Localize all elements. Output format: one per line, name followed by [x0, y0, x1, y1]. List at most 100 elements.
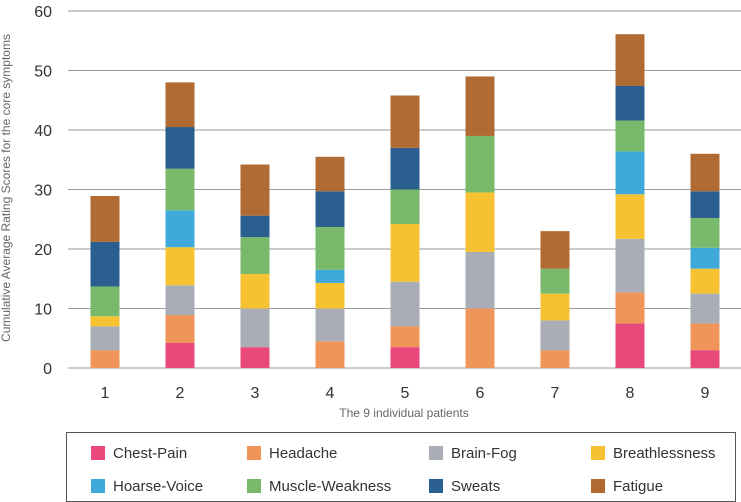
- bar-segment-headache-patient-6: [465, 308, 495, 368]
- x-tick-label: 8: [626, 385, 635, 402]
- legend-swatch: [429, 446, 443, 460]
- bar-segment-fatigue-patient-9: [690, 153, 720, 192]
- legend-item-headache: Headache: [247, 443, 337, 463]
- bar-segment-muscle-weakness-patient-5: [390, 189, 420, 225]
- bar-segment-breathlessness-patient-1: [90, 316, 120, 327]
- legend-label: Brain-Fog: [451, 444, 517, 462]
- bar-segment-brain-fog-patient-8: [615, 238, 645, 293]
- x-tick-label: 6: [476, 385, 485, 402]
- y-tick-label: 20: [34, 242, 52, 259]
- bar-segment-brain-fog-patient-6: [465, 251, 495, 309]
- bar-segment-hoarse-voice-patient-4: [315, 269, 345, 283]
- bar-segment-brain-fog-patient-5: [390, 281, 420, 327]
- bars: [90, 34, 720, 368]
- y-tick-label: 40: [34, 123, 52, 140]
- legend-item-chest-pain: Chest-Pain: [91, 443, 187, 463]
- bar-segment-sweats-patient-3: [240, 215, 270, 238]
- x-tick-label: 1: [101, 385, 110, 402]
- y-axis-title: Cumulative Average Rating Scores for the…: [0, 34, 13, 342]
- bar-segment-breathlessness-patient-4: [315, 282, 345, 309]
- bar-segment-hoarse-voice-patient-2: [165, 210, 195, 248]
- y-tick-label: 30: [34, 183, 52, 200]
- y-axis-tick-labels: 0 10 20 30 40 50 60: [34, 4, 52, 378]
- legend-swatch: [91, 446, 105, 460]
- bar-segment-hoarse-voice-patient-8: [615, 151, 645, 195]
- legend-swatch: [247, 446, 261, 460]
- bar-segment-hoarse-voice-patient-9: [690, 247, 720, 269]
- bar-segment-breathlessness-patient-5: [390, 224, 420, 282]
- bar-segment-sweats-patient-8: [615, 85, 645, 121]
- x-tick-label: 2: [176, 385, 185, 402]
- bar-segment-muscle-weakness-patient-1: [90, 286, 120, 317]
- x-tick-label: 9: [701, 385, 710, 402]
- y-tick-label: 50: [34, 64, 52, 81]
- legend-label: Headache: [269, 444, 338, 462]
- x-tick-label: 5: [401, 385, 410, 402]
- bar-segment-headache-patient-4: [315, 341, 345, 368]
- legend-swatch: [591, 479, 605, 493]
- bar-segment-sweats-patient-9: [690, 191, 720, 219]
- legend-label: Sweats: [451, 477, 501, 495]
- stacked-bar-chart: 0 10 20 30 40 50 60 1 2 3 4 5 6 7 8 9 Cumulative Avera…: [0, 4, 741, 420]
- legend-item-sweats: Sweats: [429, 476, 500, 496]
- bar-segment-breathlessness-patient-8: [615, 194, 645, 239]
- bar-segment-brain-fog-patient-4: [315, 308, 345, 342]
- bar-segment-headache-patient-2: [165, 315, 195, 344]
- legend-label: Fatigue: [613, 477, 664, 495]
- bar-segment-fatigue-patient-5: [390, 95, 420, 148]
- legend-item-breathlessness: Breathlessness: [591, 443, 716, 463]
- bar-segment-fatigue-patient-1: [90, 196, 120, 242]
- legend-swatch: [91, 479, 105, 493]
- bar-segment-breathlessness-patient-2: [165, 247, 195, 286]
- bar-segment-fatigue-patient-8: [615, 34, 645, 86]
- bar-segment-brain-fog-patient-2: [165, 285, 195, 316]
- bar-segment-muscle-weakness-patient-4: [315, 226, 345, 270]
- bar-segment-muscle-weakness-patient-2: [165, 168, 195, 211]
- legend: Chest-Pain Headache Brain-Fog Breathlessnes…: [66, 432, 736, 502]
- bar-segment-chest-pain-patient-2: [165, 343, 195, 368]
- y-tick-label: 60: [34, 4, 52, 21]
- bar-segment-brain-fog-patient-1: [90, 326, 120, 351]
- bar-segment-headache-patient-5: [390, 326, 420, 348]
- legend-swatch: [591, 446, 605, 460]
- legend-label: Chest-Pain: [113, 444, 188, 462]
- bar-segment-fatigue-patient-2: [165, 82, 195, 128]
- bar-segment-chest-pain-patient-8: [615, 323, 645, 368]
- bar-segment-brain-fog-patient-7: [540, 320, 570, 351]
- bar-segment-chest-pain-patient-5: [390, 347, 420, 368]
- bar-segment-brain-fog-patient-9: [690, 293, 720, 324]
- bar-segment-headache-patient-9: [690, 323, 720, 351]
- bar-segment-headache-patient-7: [540, 350, 570, 368]
- bar-segment-fatigue-patient-3: [240, 164, 270, 216]
- bar-segment-breathlessness-patient-6: [465, 192, 495, 252]
- x-axis-tick-labels: 1 2 3 4 5 6 7 8 9: [101, 385, 710, 402]
- bar-segment-fatigue-patient-4: [315, 156, 345, 192]
- bar-segment-fatigue-patient-7: [540, 231, 570, 269]
- bar-segment-muscle-weakness-patient-3: [240, 237, 270, 274]
- bar-segment-brain-fog-patient-3: [240, 308, 270, 348]
- bar-segment-muscle-weakness-patient-7: [540, 268, 570, 294]
- bar-segment-breathlessness-patient-3: [240, 273, 270, 309]
- bar-segment-chest-pain-patient-3: [240, 347, 270, 368]
- bar-segment-chest-pain-patient-9: [690, 350, 720, 368]
- legend-item-brain-fog: Brain-Fog: [429, 443, 517, 463]
- x-tick-label: 4: [326, 385, 335, 402]
- legend-label: Muscle-Weakness: [269, 477, 392, 495]
- x-tick-label: 7: [551, 385, 560, 402]
- bar-segment-breathlessness-patient-7: [540, 293, 570, 321]
- legend-item-hoarse-voice: Hoarse-Voice: [91, 476, 203, 496]
- legend-label: Breathlessness: [613, 444, 716, 462]
- bar-segment-headache-patient-8: [615, 292, 645, 324]
- y-tick-label: 10: [34, 302, 52, 319]
- bar-segment-sweats-patient-5: [390, 147, 420, 190]
- legend-item-fatigue: Fatigue: [591, 476, 663, 496]
- bar-segment-headache-patient-1: [90, 350, 120, 368]
- bar-segment-sweats-patient-2: [165, 127, 195, 169]
- x-tick-label: 3: [251, 385, 260, 402]
- bar-segment-sweats-patient-1: [90, 241, 120, 287]
- legend-item-muscle-weakness: Muscle-Weakness: [247, 476, 391, 496]
- bar-segment-muscle-weakness-patient-8: [615, 120, 645, 152]
- y-tick-label: 0: [43, 361, 52, 378]
- legend-label: Hoarse-Voice: [113, 477, 204, 495]
- bar-segment-breathlessness-patient-9: [690, 268, 720, 294]
